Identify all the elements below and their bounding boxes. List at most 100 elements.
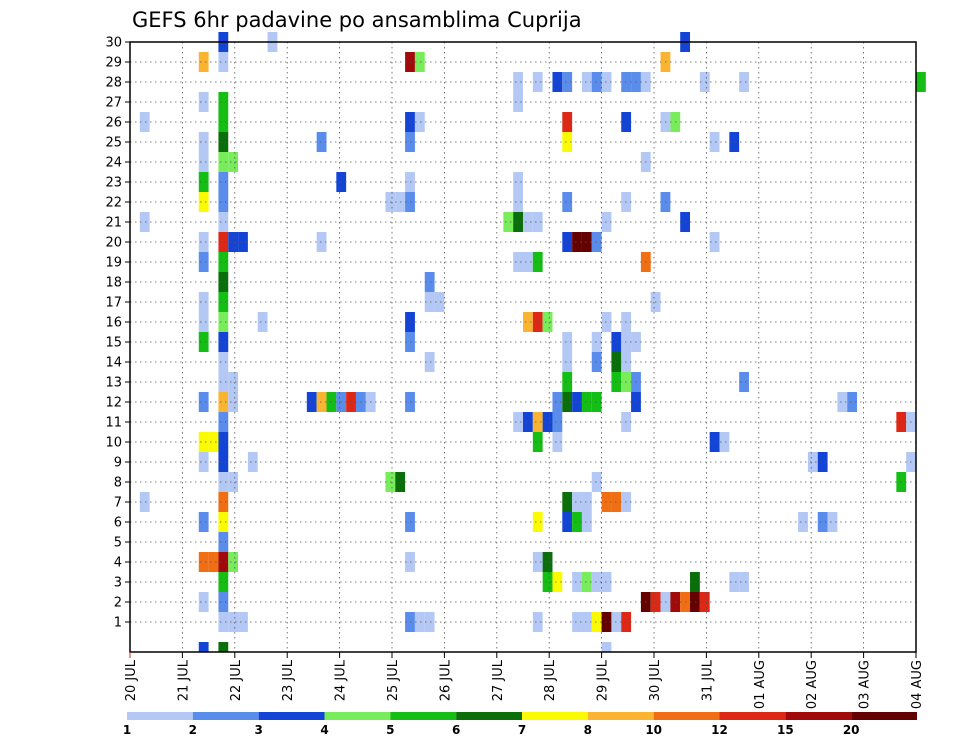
heatmap-cell (198, 152, 209, 172)
cells-layer (139, 32, 926, 652)
heatmap-cell (198, 332, 209, 352)
heatmap-cell (523, 312, 533, 332)
y-tick-label: 8 (114, 476, 122, 491)
legend-swatch (719, 712, 786, 720)
heatmap-cell (581, 492, 592, 512)
heatmap-cell (238, 612, 248, 632)
heatmap-cell (513, 212, 523, 232)
heatmap-cell (228, 612, 239, 632)
heatmap-cell (601, 492, 612, 512)
heatmap-cell (532, 612, 543, 632)
heatmap-cell (591, 472, 602, 492)
x-tick-label: 31 JUL (700, 659, 715, 701)
heatmap-cell (218, 112, 229, 132)
legend-swatch (127, 712, 193, 720)
legend-label: 6 (452, 723, 460, 737)
heatmap-cell (218, 572, 229, 592)
heatmap-cell (316, 392, 327, 412)
heatmap-cell (572, 572, 582, 592)
heatmap-cell (601, 642, 612, 652)
heatmap-cell (523, 212, 533, 232)
heatmap-cell (542, 412, 553, 432)
y-tick-label: 1 (114, 616, 122, 631)
heatmap-cell (523, 252, 533, 272)
heatmap-cell (532, 312, 543, 332)
heatmap-cell (198, 642, 209, 652)
legend-label: 5 (386, 723, 394, 737)
y-tick-label: 30 (105, 36, 122, 51)
heatmap-cell (817, 452, 828, 472)
y-axis-ticks: 1234567891011121314151617181920212223242… (105, 36, 130, 631)
heatmap-cell (532, 432, 543, 452)
heatmap-cell (218, 532, 229, 552)
heatmap-cell (581, 392, 592, 412)
legend-swatch (456, 712, 522, 720)
heatmap-cell (218, 232, 229, 252)
y-tick-label: 16 (105, 316, 122, 331)
heatmap-cell (218, 592, 229, 612)
legend-label: 7 (518, 723, 526, 737)
heatmap-cell (228, 152, 239, 172)
heatmap-cell (690, 572, 700, 592)
heatmap-cell (218, 642, 229, 652)
legend-label: 1 (123, 723, 131, 737)
y-tick-label: 26 (105, 116, 122, 131)
heatmap-cell (316, 132, 327, 152)
heatmap-cell (218, 272, 229, 292)
heatmap-cell (218, 332, 229, 352)
heatmap-cell (709, 132, 720, 152)
heatmap-cell (218, 512, 229, 532)
heatmap-cell (532, 72, 543, 92)
heatmap-cell (581, 512, 592, 532)
y-tick-label: 21 (105, 216, 122, 231)
legend-swatch (851, 712, 917, 720)
heatmap-cell (424, 352, 435, 372)
heatmap-cell (532, 252, 543, 272)
heatmap-cell (601, 212, 612, 232)
heatmap-cell (532, 512, 543, 532)
y-tick-label: 19 (105, 256, 122, 271)
heatmap-cell (572, 512, 582, 532)
heatmap-cell (552, 412, 563, 432)
x-tick-label: 03 AUG (858, 660, 873, 709)
heatmap-cell (198, 452, 209, 472)
heatmap-cell (739, 572, 749, 592)
y-tick-label: 18 (105, 276, 122, 291)
y-tick-label: 4 (114, 556, 122, 571)
chart-title: GEFS 6hr padavine po ansamblima Cuprija (132, 8, 582, 32)
heatmap-cell (198, 252, 209, 272)
legend-swatch (324, 712, 391, 720)
heatmap-cell (562, 372, 573, 392)
heatmap-cell (238, 232, 248, 252)
y-tick-label: 14 (105, 356, 122, 371)
heatmap-cell (208, 432, 219, 452)
legend-swatch (522, 712, 588, 720)
heatmap-cell (218, 92, 229, 112)
heatmap-cell (709, 432, 720, 452)
heatmap-cell (542, 572, 553, 592)
legend-swatch (587, 712, 654, 720)
heatmap-cell (198, 92, 209, 112)
heatmap-cell (562, 112, 573, 132)
heatmap-cell (709, 232, 720, 252)
x-tick-label: 30 JUL (648, 659, 663, 701)
y-tick-label: 11 (105, 416, 122, 431)
heatmap-cell (591, 232, 602, 252)
heatmap-cell (562, 192, 573, 212)
heatmap-cell (581, 612, 592, 632)
heatmap-cell (198, 392, 209, 412)
heatmap-cell (198, 432, 209, 452)
heatmap-cell (552, 72, 563, 92)
heatmap-cell (690, 592, 700, 612)
y-tick-label: 10 (105, 436, 122, 451)
heatmap-cell (424, 272, 435, 292)
heatmap-cell (591, 612, 602, 632)
heatmap-cell (198, 552, 209, 572)
heatmap-cell (228, 472, 239, 492)
plot-border (129, 41, 917, 653)
heatmap-cell (228, 392, 239, 412)
grid-layer (130, 41, 916, 652)
y-tick-label: 13 (105, 376, 122, 391)
legend-swatch (785, 712, 852, 720)
heatmap-cell (218, 392, 229, 412)
